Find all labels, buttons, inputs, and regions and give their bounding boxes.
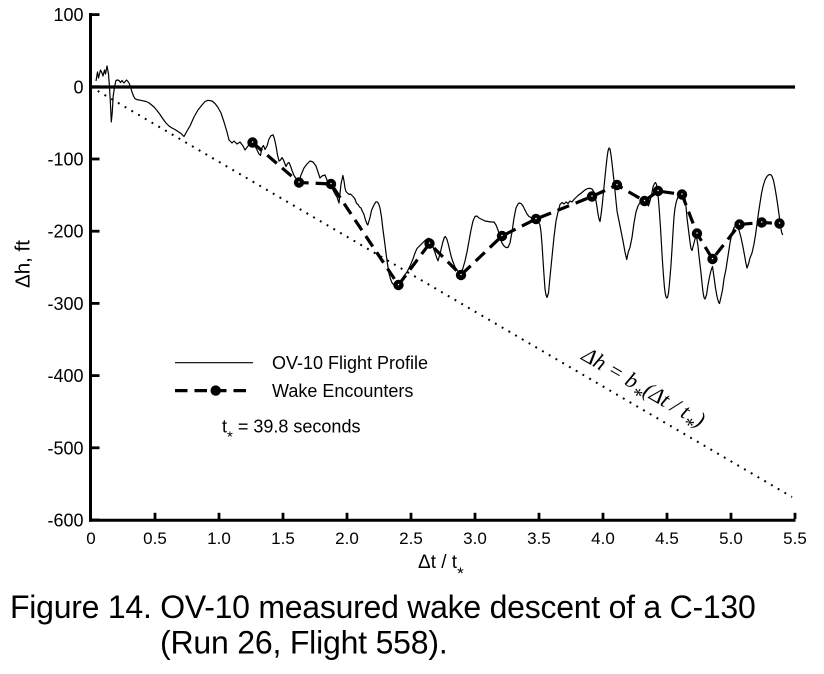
svg-text:4.5: 4.5 bbox=[655, 529, 679, 548]
svg-text:3.0: 3.0 bbox=[463, 529, 487, 548]
svg-text:4.0: 4.0 bbox=[591, 529, 615, 548]
svg-text:0: 0 bbox=[86, 529, 95, 548]
svg-text:OV-10 Flight Profile: OV-10 Flight Profile bbox=[272, 353, 428, 373]
svg-text:-600: -600 bbox=[47, 511, 83, 531]
svg-text:-200: -200 bbox=[47, 222, 83, 242]
svg-text:-500: -500 bbox=[47, 438, 83, 458]
svg-text:5.0: 5.0 bbox=[719, 529, 743, 548]
svg-text:Δh, ft: Δh, ft bbox=[12, 240, 35, 288]
svg-text:0: 0 bbox=[73, 77, 83, 97]
svg-text:2.5: 2.5 bbox=[399, 529, 423, 548]
svg-text:-100: -100 bbox=[47, 150, 83, 170]
svg-text:1.0: 1.0 bbox=[207, 529, 231, 548]
svg-text:Wake Encounters: Wake Encounters bbox=[272, 381, 413, 401]
svg-text:3.5: 3.5 bbox=[527, 529, 551, 548]
svg-text:-400: -400 bbox=[47, 366, 83, 386]
svg-text:100: 100 bbox=[53, 5, 83, 25]
svg-text:5.5: 5.5 bbox=[783, 529, 807, 548]
svg-text:-300: -300 bbox=[47, 294, 83, 314]
svg-text:Figure 14. OV-10 measured wake: Figure 14. OV-10 measured wake descent o… bbox=[10, 589, 756, 625]
svg-text:2.0: 2.0 bbox=[335, 529, 359, 548]
svg-text:1.5: 1.5 bbox=[271, 529, 295, 548]
svg-text:0.5: 0.5 bbox=[143, 529, 167, 548]
svg-text:(Run 26, Flight 558).: (Run 26, Flight 558). bbox=[160, 625, 448, 661]
